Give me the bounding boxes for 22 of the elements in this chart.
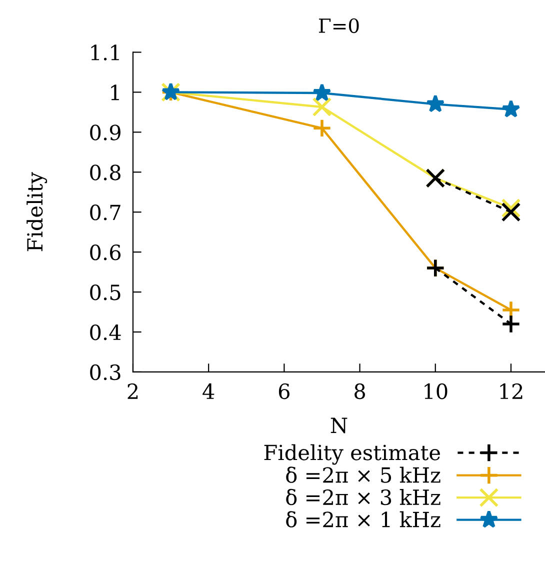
x-tick-label: 4 [202, 383, 214, 399]
y-tick-label: 0.7 [90, 204, 120, 220]
y-tick-label: 0.9 [90, 124, 120, 140]
legend-label: δ =2π × 1 kHz [286, 511, 440, 528]
x-tick-label: 8 [354, 383, 366, 400]
x-tick-label: 6 [278, 383, 290, 400]
y-tick-label: 0.4 [90, 324, 121, 340]
y-tick-label: 0.8 [90, 164, 120, 180]
y-tick-label: 1 [111, 84, 119, 100]
x-axis-title: N [330, 418, 348, 434]
x-tick-label: 12 [500, 383, 522, 399]
legend-label: δ =2π × 5 kHz [286, 466, 440, 483]
chart-title: Γ=0 [318, 18, 359, 34]
legend-label: δ =2π × 3 kHz [286, 488, 440, 506]
y-tick-label: 0.6 [90, 244, 121, 260]
y-tick-label: 1.1 [91, 44, 119, 60]
x-tick-label: 2 [128, 383, 138, 399]
y-tick-label: 0.5 [90, 284, 120, 300]
x-tick-label: 10 [424, 383, 448, 400]
y-tick-label: 0.3 [90, 364, 120, 380]
legend-label: Fidelity estimate [264, 444, 440, 465]
y-axis-title: Fidelity [26, 172, 48, 252]
